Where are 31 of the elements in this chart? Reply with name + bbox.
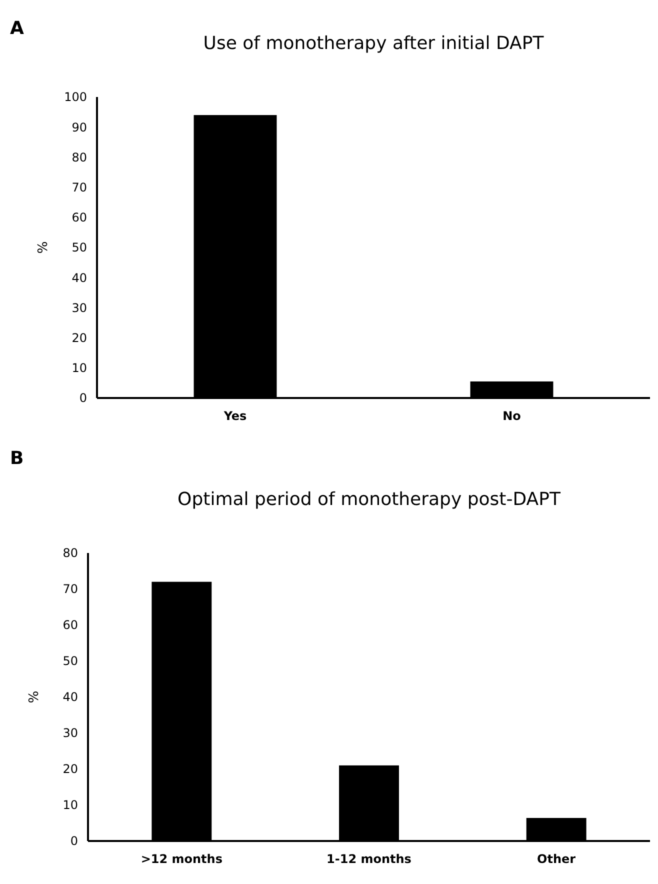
y-axis-title: % bbox=[36, 241, 51, 254]
text: A bbox=[10, 18, 24, 39]
y-tick-label: 70 bbox=[62, 582, 78, 596]
y-tick-label: 70 bbox=[72, 180, 87, 194]
x-tick-label: 1-12 months bbox=[326, 852, 412, 866]
text: B bbox=[10, 448, 24, 469]
y-tick-label: 40 bbox=[62, 690, 78, 704]
chart-title: Optimal period of monotherapy post-DAPT bbox=[178, 489, 562, 510]
chart-title: Use of monotherapy after initial DAPT bbox=[203, 33, 545, 54]
y-tick-label: 80 bbox=[72, 150, 87, 164]
x-tick-label: Yes bbox=[222, 409, 247, 423]
y-tick-label: 60 bbox=[62, 618, 78, 632]
y-axis-title: % bbox=[27, 690, 42, 704]
y-tick-label: 80 bbox=[62, 546, 78, 560]
y-tick-label: 60 bbox=[72, 210, 87, 225]
y-tick-label: 30 bbox=[72, 300, 87, 315]
y-tick-label: 20 bbox=[72, 331, 87, 345]
y-tick-label: 20 bbox=[62, 762, 78, 776]
y-tick-label: 40 bbox=[72, 270, 87, 285]
x-tick-label: Other bbox=[537, 852, 576, 866]
y-tick-label: 0 bbox=[70, 834, 78, 848]
y-tick-label: 100 bbox=[64, 90, 87, 104]
x-tick-label: No bbox=[502, 409, 521, 423]
y-tick-label: 0 bbox=[79, 391, 87, 406]
y-tick-label: 30 bbox=[62, 726, 78, 740]
y-tick-label: 10 bbox=[72, 361, 87, 376]
y-tick-label: 50 bbox=[72, 240, 87, 255]
y-tick-label: 10 bbox=[62, 798, 78, 812]
y-tick-label: 50 bbox=[62, 654, 78, 668]
y-tick-label: 90 bbox=[72, 120, 87, 134]
x-tick-label: >12 months bbox=[140, 852, 222, 866]
